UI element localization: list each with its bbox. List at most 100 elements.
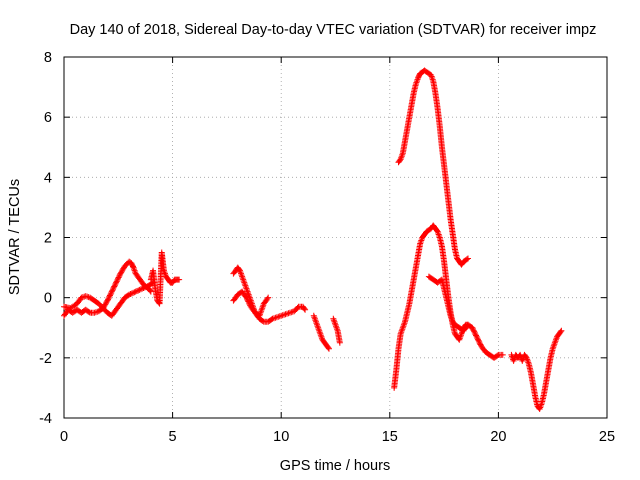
data-point-marker bbox=[102, 300, 109, 307]
data-point-marker bbox=[114, 275, 121, 282]
y-tick-label: -4 bbox=[39, 411, 52, 427]
x-tick-label: 15 bbox=[382, 429, 398, 445]
x-tick-label: 10 bbox=[273, 429, 289, 445]
data-point-marker bbox=[473, 333, 480, 340]
data-point-marker bbox=[130, 289, 137, 296]
series-segment-b bbox=[61, 279, 157, 319]
data-point-marker bbox=[471, 328, 478, 335]
series-segment-i bbox=[395, 67, 471, 268]
series-segment-k bbox=[508, 327, 565, 412]
data-point-marker bbox=[285, 310, 292, 317]
data-point-marker bbox=[132, 288, 139, 295]
data-point-marker bbox=[113, 279, 120, 286]
data-point-marker bbox=[302, 306, 309, 313]
data-point-marker bbox=[282, 311, 289, 318]
data-point-marker bbox=[244, 295, 251, 302]
data-point-marker bbox=[246, 301, 253, 308]
data-point-marker bbox=[325, 345, 332, 352]
data-point-marker bbox=[176, 276, 183, 283]
data-point-marker bbox=[82, 293, 89, 300]
data-point-marker bbox=[109, 287, 116, 294]
data-point-marker bbox=[265, 294, 272, 301]
data-point-marker bbox=[103, 298, 110, 305]
data-point-marker bbox=[470, 327, 477, 334]
chart-title: Day 140 of 2018, Sidereal Day-to-day VTE… bbox=[70, 22, 597, 38]
data-point-marker bbox=[111, 282, 118, 289]
series-segment-h bbox=[391, 222, 471, 391]
data-point-marker bbox=[276, 313, 283, 320]
data-point-marker bbox=[137, 286, 144, 293]
data-point-marker bbox=[139, 285, 146, 292]
data-point-marker bbox=[272, 314, 279, 321]
data-point-marker bbox=[471, 329, 478, 336]
data-point-marker bbox=[244, 297, 251, 304]
x-tick-label: 20 bbox=[490, 429, 506, 445]
data-point-marker bbox=[499, 351, 506, 358]
plot-frame bbox=[63, 56, 608, 419]
data-point-marker bbox=[85, 308, 92, 315]
data-point-marker bbox=[106, 292, 113, 299]
data-point-marker bbox=[140, 285, 147, 292]
data-point-marker bbox=[469, 326, 476, 333]
data-point-marker bbox=[135, 287, 142, 294]
data-point-marker bbox=[268, 316, 275, 323]
data-point-marker bbox=[283, 310, 290, 317]
x-tick-label: 0 bbox=[60, 429, 68, 445]
series-segment-c bbox=[147, 249, 183, 307]
series-segment-e bbox=[230, 288, 272, 319]
data-point-marker bbox=[469, 324, 476, 331]
data-point-marker bbox=[131, 289, 138, 296]
data-point-marker bbox=[115, 274, 122, 281]
data-point-marker bbox=[112, 280, 119, 287]
data-point-marker bbox=[128, 290, 135, 297]
data-point-marker bbox=[273, 314, 280, 321]
data-point-marker bbox=[113, 278, 120, 285]
data-point-marker bbox=[136, 286, 143, 293]
data-point-marker bbox=[472, 331, 479, 338]
data-point-marker bbox=[114, 277, 121, 284]
data-point-marker bbox=[301, 305, 308, 312]
data-point-marker bbox=[120, 265, 127, 272]
y-tick-label: -2 bbox=[39, 351, 52, 367]
data-point-marker bbox=[270, 315, 277, 322]
data-point-marker bbox=[236, 266, 243, 273]
data-point-marker bbox=[269, 315, 276, 322]
series-segment-f bbox=[310, 312, 332, 352]
data-point-marker bbox=[78, 294, 85, 301]
data-point-marker bbox=[119, 266, 126, 273]
data-point-marker bbox=[106, 293, 113, 300]
x-tick-label: 5 bbox=[169, 429, 177, 445]
data-point-marker bbox=[243, 294, 250, 301]
y-tick-label: 6 bbox=[44, 110, 52, 126]
data-point-marker bbox=[92, 309, 99, 316]
data-point-marker bbox=[336, 339, 343, 346]
data-point-marker bbox=[275, 313, 282, 320]
data-point-marker bbox=[288, 309, 295, 316]
data-point-marker bbox=[476, 340, 483, 347]
data-point-marker bbox=[105, 295, 112, 302]
data-point-marker bbox=[108, 289, 115, 296]
data-point-marker bbox=[129, 263, 136, 270]
data-point-marker bbox=[464, 255, 471, 262]
data-point-marker bbox=[141, 284, 148, 291]
series-segment-d bbox=[230, 264, 309, 325]
y-tick-label: 4 bbox=[44, 170, 52, 186]
data-point-marker bbox=[476, 338, 483, 345]
series-segment-j bbox=[425, 273, 506, 361]
data-point-marker bbox=[79, 294, 86, 301]
data-point-marker bbox=[118, 268, 125, 275]
data-point-marker bbox=[281, 311, 288, 318]
data-point-marker bbox=[147, 287, 154, 294]
grid bbox=[64, 57, 607, 418]
data-point-marker bbox=[325, 344, 332, 351]
data-point-marker bbox=[143, 283, 150, 290]
y-tick-label: 8 bbox=[44, 50, 52, 66]
data-points bbox=[61, 67, 565, 412]
y-tick-label: 2 bbox=[44, 231, 52, 247]
data-point-marker bbox=[117, 270, 124, 277]
data-point-marker bbox=[108, 288, 115, 295]
x-axis-label: GPS time / hours bbox=[280, 458, 390, 474]
data-point-marker bbox=[494, 352, 501, 359]
data-point-marker bbox=[133, 288, 140, 295]
